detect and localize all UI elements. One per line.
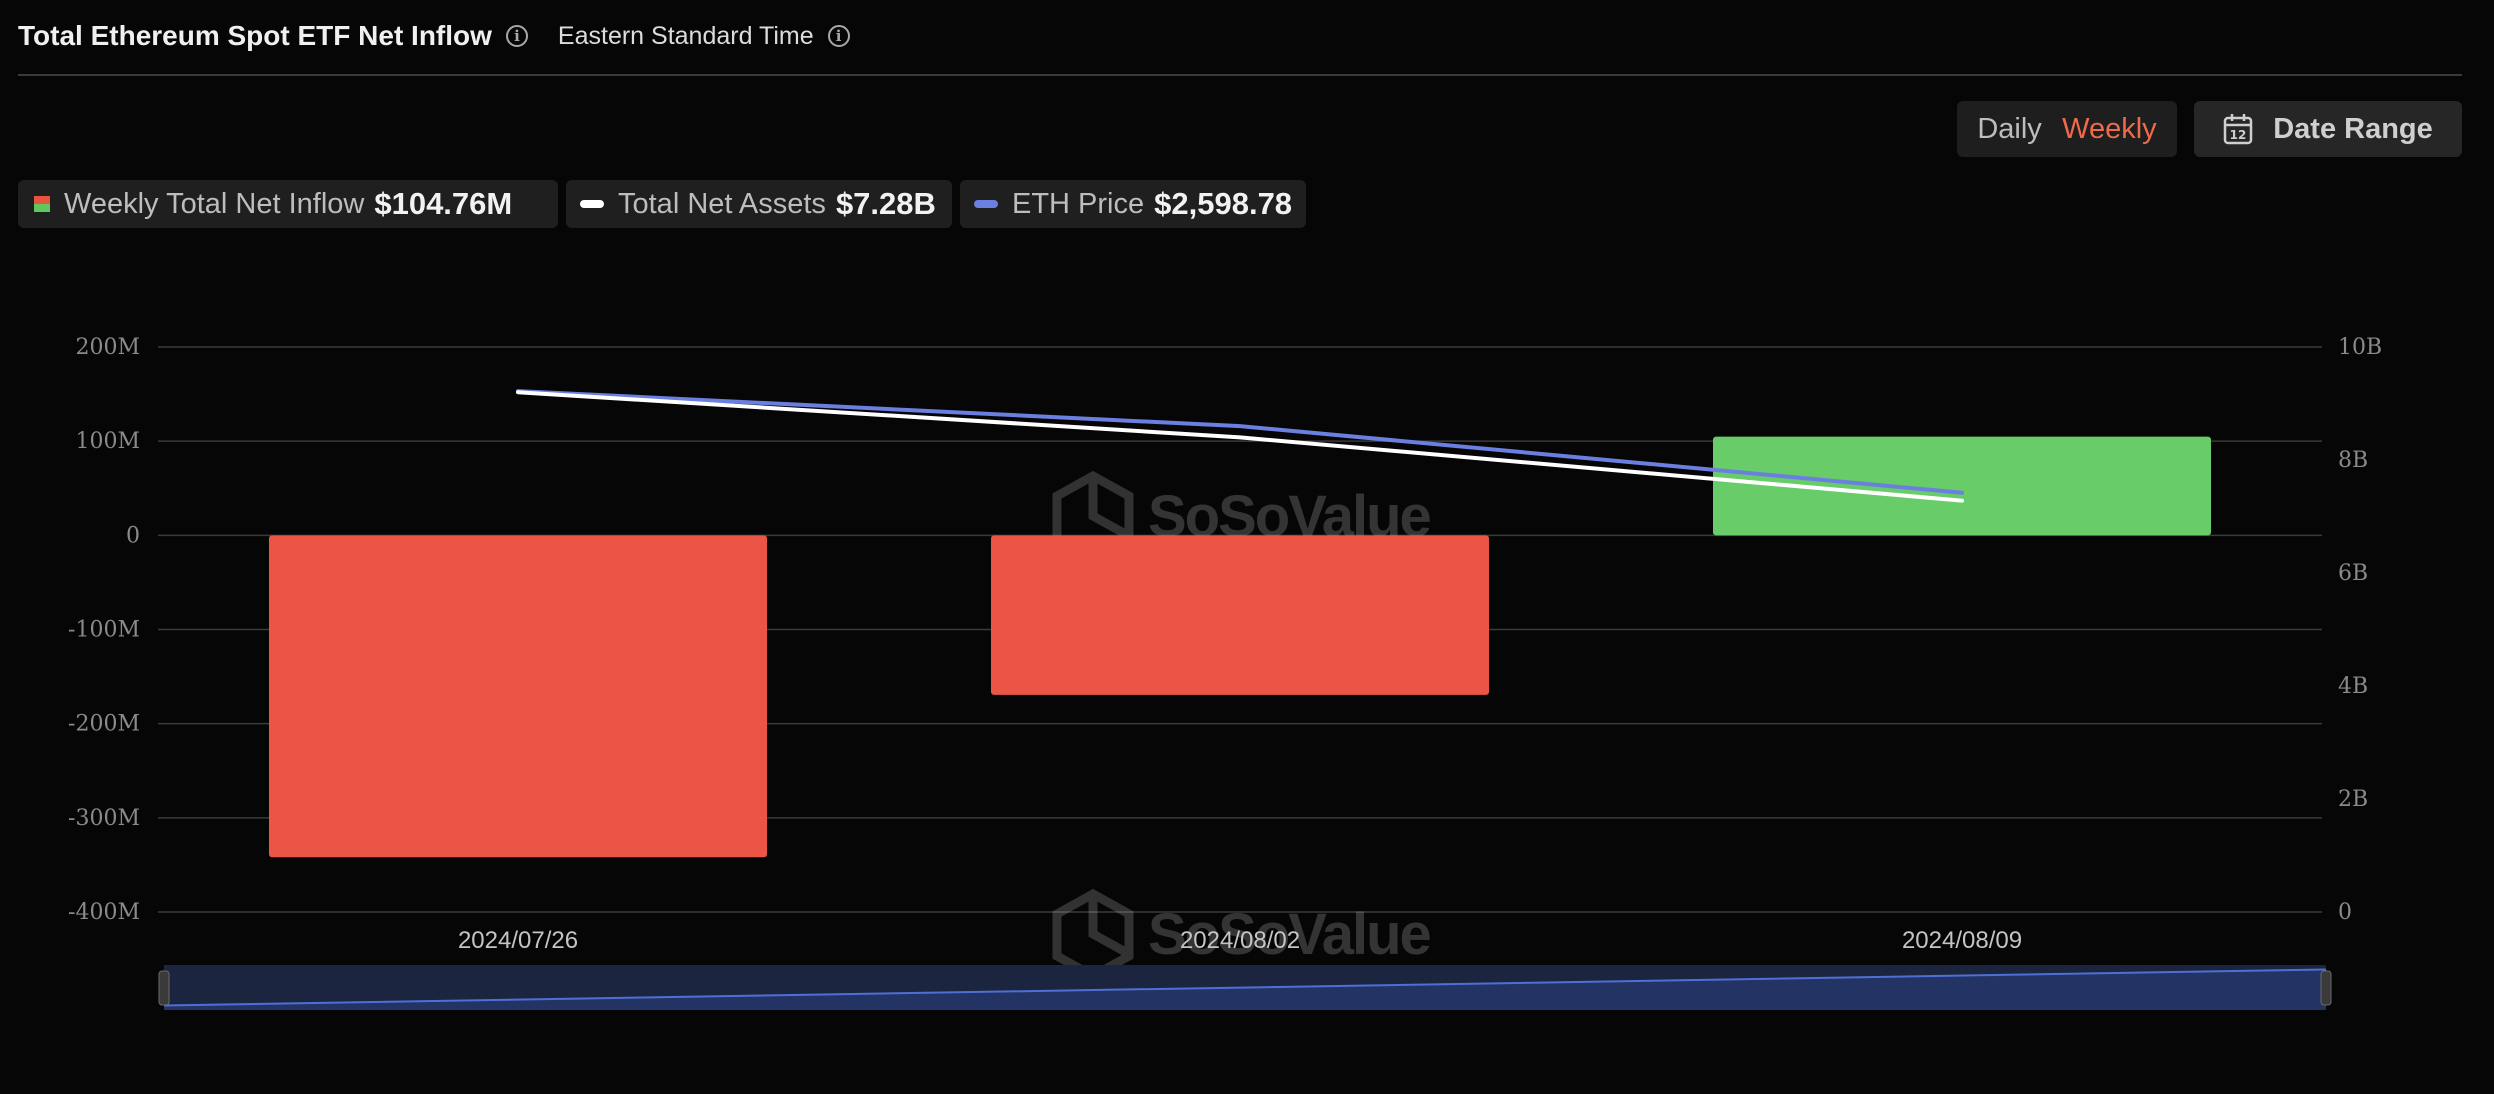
timezone-label: Eastern Standard Time: [557, 21, 814, 50]
y-left-tick-label: -300M: [68, 806, 140, 831]
watermark-brand: SoSoValue: [1148, 902, 1431, 967]
y-left-tick-label: 200M: [75, 335, 140, 360]
y-right-tick-label: 6B: [2338, 561, 2368, 586]
weekly-button[interactable]: Weekly: [2062, 112, 2157, 145]
y-left-tick-label: -400M: [68, 900, 140, 925]
interval-toggle: Daily Weekly: [1957, 101, 2177, 157]
x-tick-label: 2024/08/02: [1180, 927, 1300, 954]
x-tick-label: 2024/08/09: [1902, 927, 2022, 954]
eth-price-swatch: [974, 200, 998, 208]
net-inflow-swatch: [34, 196, 50, 212]
legend-eth-price-value: $2,598.78: [1154, 186, 1293, 221]
net-assets-swatch: [580, 200, 604, 208]
date-range-button[interactable]: 12 Date Range: [2194, 101, 2462, 157]
legend-net-assets[interactable]: Total Net Assets $7.28B: [566, 180, 952, 228]
y-right-tick-label: 4B: [2338, 674, 2368, 699]
net-inflow-bar[interactable]: [1713, 436, 2211, 536]
navigator-left-handle[interactable]: [158, 970, 170, 1006]
y-left-tick-label: 100M: [75, 429, 140, 454]
daily-button[interactable]: Daily: [1977, 112, 2042, 145]
net-assets-line[interactable]: [516, 390, 1964, 503]
title-info-icon[interactable]: i: [505, 25, 528, 47]
net-inflow-bar[interactable]: [991, 535, 1489, 695]
legend-net-assets-value: $7.28B: [835, 186, 936, 221]
y-left-tick-label: -100M: [68, 618, 140, 643]
legend-net-assets-label: Total Net Assets: [618, 187, 826, 220]
watermark-cube-edge-icon: [1088, 894, 1132, 958]
legend-eth-price-label: ETH Price: [1012, 187, 1145, 220]
legend-net-inflow-label: Weekly Total Net Inflow: [64, 187, 365, 220]
navigator-trend-line: [163, 968, 2327, 1007]
watermark-cube-icon: [1052, 888, 1134, 982]
eth-price-line[interactable]: [516, 389, 1964, 495]
calendar-icon: 12: [2223, 114, 2253, 145]
legend-net-inflow[interactable]: Weekly Total Net Inflow $104.76M: [18, 180, 558, 228]
chart-header: Total Ethereum Spot ETF Net Inflow i Eas…: [18, 14, 850, 58]
navigator-right-handle[interactable]: [2320, 970, 2332, 1006]
y-left-tick-label: 0: [126, 523, 140, 548]
y-right-tick-label: 2B: [2338, 787, 2368, 812]
chart-title: Total Ethereum Spot ETF Net Inflow: [18, 20, 492, 51]
date-range-label: Date Range: [2273, 112, 2433, 145]
watermark-cube-edge-icon: [1088, 476, 1132, 540]
x-tick-label: 2024/07/26: [458, 927, 578, 954]
timezone-info-icon[interactable]: i: [827, 25, 850, 47]
legend-eth-price[interactable]: ETH Price $2,598.78: [960, 180, 1306, 228]
y-left-tick-label: -200M: [68, 712, 140, 737]
header-divider: [18, 74, 2462, 76]
navigator-area: [164, 969, 2326, 1010]
svg-text:12: 12: [2230, 128, 2247, 142]
net-inflow-bar[interactable]: [269, 535, 767, 858]
legend-net-inflow-value: $104.76M: [374, 186, 513, 221]
y-right-tick-label: 0: [2338, 900, 2352, 925]
y-right-tick-label: 10B: [2338, 335, 2382, 360]
y-right-tick-label: 8B: [2338, 448, 2368, 473]
